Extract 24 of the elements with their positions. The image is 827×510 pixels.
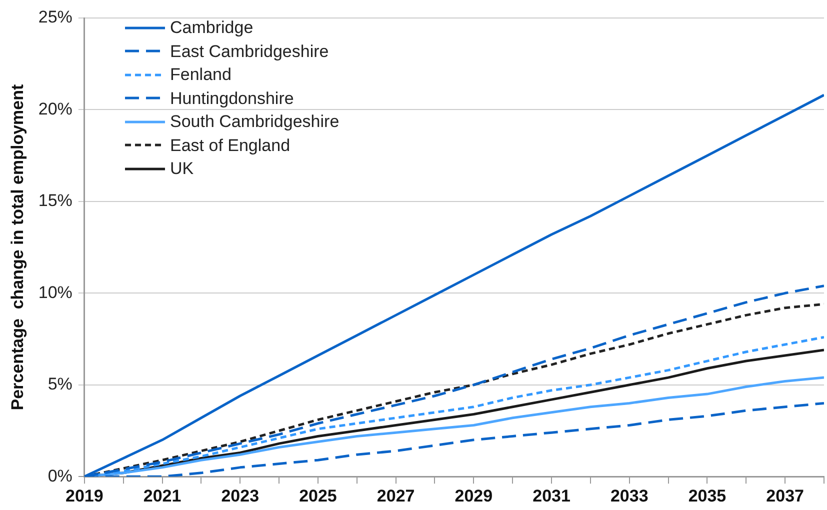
- legend-label: South Cambridgeshire: [170, 111, 340, 133]
- x-tick-label: 2021: [143, 486, 182, 506]
- x-tick-label: 2029: [454, 486, 493, 506]
- y-axis-title: Percentage change in total employment: [8, 84, 27, 410]
- y-tick-label: 5%: [48, 374, 72, 394]
- legend-label: East of England: [170, 134, 290, 156]
- legend-label: Cambridge: [170, 17, 254, 39]
- x-tick-label: 2033: [610, 486, 648, 506]
- x-tick-label: 2037: [766, 486, 804, 506]
- x-tick-label: 2025: [299, 486, 337, 506]
- x-tick-label: 2035: [688, 486, 726, 506]
- x-tick-label: 2031: [532, 486, 570, 506]
- y-tick-label: 15%: [38, 191, 72, 210]
- y-tick-label: 10%: [38, 282, 72, 302]
- y-tick-label: 0%: [48, 466, 72, 486]
- legend-label: UK: [170, 158, 194, 180]
- x-tick-label: 2027: [376, 486, 415, 506]
- legend-label: East Cambridgeshire: [170, 40, 329, 62]
- y-tick-label: 25%: [38, 8, 72, 27]
- legend-label: Huntingdonshire: [170, 88, 294, 110]
- legend-label: Fenland: [170, 64, 232, 86]
- x-tick-label: 2019: [66, 486, 104, 506]
- x-tick-label: 2023: [221, 486, 260, 506]
- y-tick-label: 20%: [38, 99, 72, 118]
